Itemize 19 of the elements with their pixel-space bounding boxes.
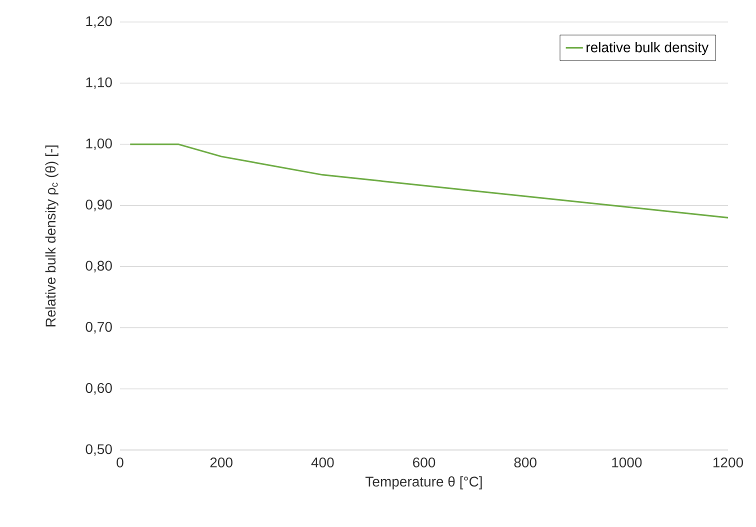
x-tick-label: 1000 [612,458,642,468]
y-tick-label: 0,80 [86,260,112,272]
y-tick-label: 1,00 [86,138,112,150]
y-axis-title: Relative bulk density ρ$_{c}$ (θ) [-] [45,146,58,326]
y-tick-label: 0,60 [86,383,112,395]
x-tick-label: 1200 [713,458,744,468]
x-tick-label: 200 [210,458,232,468]
x-tick-label: 400 [311,458,334,468]
y-tick-label: 0,90 [86,200,112,212]
x-tick-label: 600 [413,458,436,468]
line-series [129,143,728,218]
y-tick-label: 0,50 [86,444,112,456]
y-tick-label: 0,70 [86,322,112,334]
x-tick-label: 800 [514,458,536,468]
x-axis-title: Temperature θ [°C] [365,476,482,490]
legend-label: relative bulk density [586,42,709,56]
x-tick-label: 0 [116,458,124,468]
y-tick-label: 1,20 [86,16,112,28]
y-tick-label: 1,10 [86,77,112,89]
